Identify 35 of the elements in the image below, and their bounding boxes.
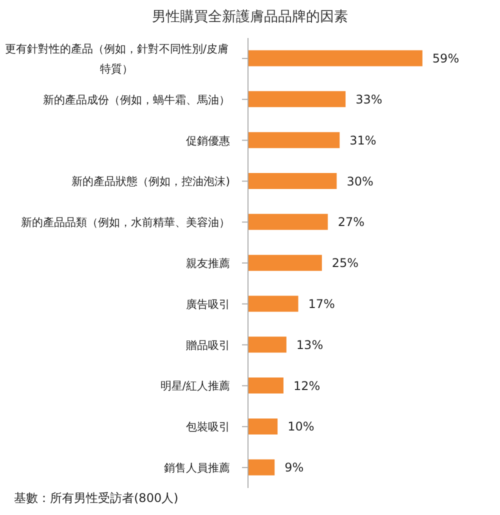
bar — [248, 173, 337, 189]
y-tick-label: 促銷優惠 — [186, 134, 230, 147]
data-label: 30% — [346, 174, 374, 188]
bar — [248, 91, 346, 108]
y-tick-label: 廣告吸引 — [186, 297, 230, 310]
y-tick-label: 親友推薦 — [186, 256, 230, 270]
data-label: 31% — [350, 133, 376, 148]
bar — [248, 214, 328, 230]
bar — [248, 418, 278, 434]
data-label: 10% — [288, 420, 314, 434]
data-label: 17% — [308, 296, 335, 311]
y-tick-label: 包裝吸引 — [186, 420, 230, 434]
y-tick-label: 新的產品品類（例如，水前精華、美容油） — [21, 216, 230, 229]
data-label: 12% — [293, 378, 320, 393]
data-label: 27% — [338, 215, 364, 230]
data-label: 59% — [432, 52, 460, 66]
data-label: 33% — [356, 92, 382, 106]
bar — [248, 459, 275, 476]
y-tick-label: 贈品吸引 — [186, 338, 230, 352]
y-tick-label: 明星/紅人推薦 — [160, 379, 230, 392]
data-label: 9% — [284, 460, 304, 475]
y-tick-label: 新的產品狀態（例如，控油泡沫) — [72, 174, 230, 188]
chart-title: 男性購買全新護膚品品牌的因素 — [151, 8, 349, 26]
text: 基數：所有男性受訪者(800人) — [14, 490, 178, 507]
bar — [248, 336, 286, 353]
bar — [248, 50, 422, 66]
data-label: 25% — [332, 256, 359, 270]
bar — [248, 296, 298, 312]
bar — [248, 132, 340, 148]
y-tick-label: 更有針對性的產品（例如，針對不同性別/皮膚特質） — [4, 42, 229, 75]
bar — [248, 378, 284, 394]
data-label: 13% — [296, 338, 324, 352]
y-tick-label: 銷售人員推薦 — [164, 461, 230, 474]
bar — [248, 254, 322, 271]
y-tick-label: 新的產品成份（例如，蝸牛霜、馬油） — [43, 92, 230, 106]
